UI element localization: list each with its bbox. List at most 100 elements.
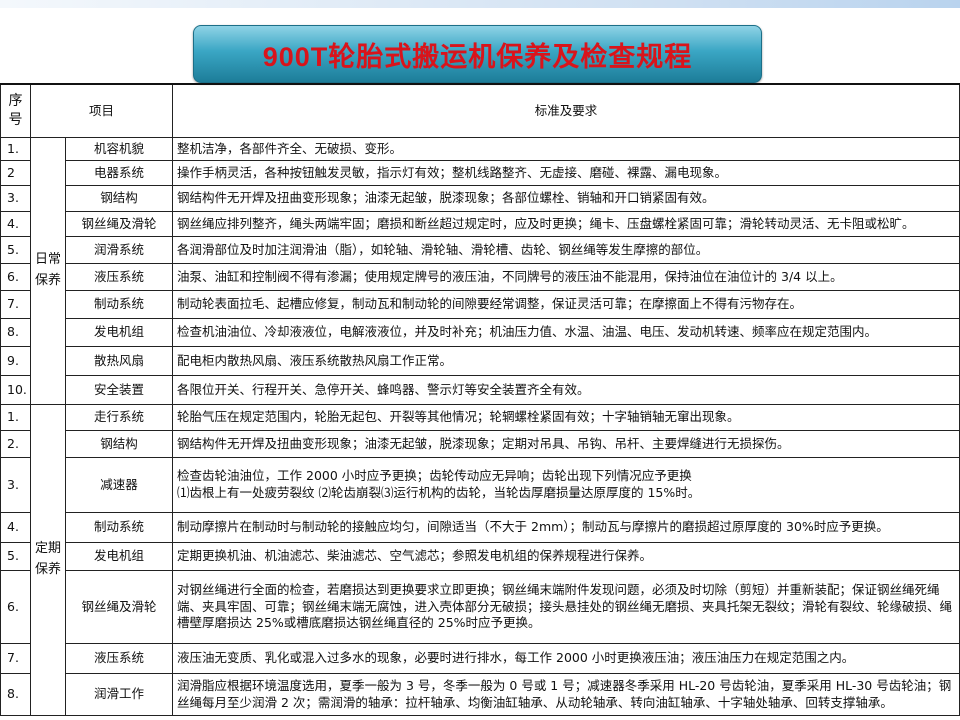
row-seq: 10. [0, 375, 31, 405]
table-row: 7. 液压系统 液压油无变质、乳化或混入过多水的现象，必要时进行排水，每工作 200… [0, 643, 960, 674]
standard-text: 配电柜内散热风扇、液压系统散热风扇工作正常。 [177, 352, 453, 368]
row-standard: 液压油无变质、乳化或混入过多水的现象，必要时进行排水，每工作 2000 小时更换… [172, 643, 960, 674]
row-item: 润滑工作 [64, 673, 174, 716]
row-item: 钢丝绳及滑轮 [64, 211, 174, 237]
row-item: 液压系统 [64, 643, 174, 674]
row-seq: 7. [0, 290, 31, 319]
standard-text: 制动轮表面拉毛、起槽应修复，制动瓦和制动轮的间隙要经常调整，保证灵活可靠；在摩擦… [177, 296, 803, 312]
table-row: 3. 减速器 检查齿轮油油位，工作 2000 小时应予更换；齿轮传动应无异响；齿轮出… [0, 457, 960, 513]
row-standard: 钢结构件无开焊及扭曲变形现象；油漆无起皱，脱漆现象；定期对吊具、吊钩、吊杆、主要… [172, 430, 960, 458]
row-standard: 检查齿轮油油位，工作 2000 小时应予更换；齿轮传动应无异响；齿轮出现下列情况… [172, 457, 960, 513]
standard-text: 操作手柄灵活，各种按钮触发灵敏，指示灯有效；整机线路整齐、无虚接、磨碰、裸露、漏… [177, 164, 728, 180]
row-standard: 对钢丝绳进行全面的检查，若磨损达到更换要求立即更换；钢丝绳末端附件发现问题，必须… [172, 570, 960, 644]
row-seq: 4. [0, 512, 31, 543]
row-seq: 3. [0, 457, 31, 513]
standard-text-line2: ⑴齿根上有一处疲劳裂纹 ⑵轮齿崩裂⑶运行机构的齿轮，当轮齿厚磨损量达原厚度的 1… [177, 485, 701, 500]
table-header-row: 序号 项目 标准及要求 [0, 83, 960, 138]
row-standard: 制动摩擦片在制动时与制动轮的接触应均匀，间隙适当（不大于 2mm）；制动瓦与摩擦… [172, 512, 960, 543]
header-standard: 标准及要求 [172, 83, 960, 138]
row-item: 液压系统 [64, 263, 174, 291]
row-seq: 7. [0, 643, 31, 674]
row-item: 安全装置 [64, 375, 174, 405]
table-row: 5. 润滑系统 各润滑部位及时加注润滑油（脂），如轮轴、滑轮轴、滑轮槽、齿轮、钢丝绳… [0, 236, 960, 264]
periodic-category: 定期保养 [30, 404, 66, 716]
table-row: 6. 钢丝绳及滑轮 对钢丝绳进行全面的检查，若磨损达到更换要求立即更换；钢丝绳末端附… [0, 570, 960, 644]
row-standard: 制动轮表面拉毛、起槽应修复，制动瓦和制动轮的间隙要经常调整，保证灵活可靠；在摩擦… [172, 290, 960, 319]
row-standard: 各润滑部位及时加注润滑油（脂），如轮轴、滑轮轴、滑轮槽、齿轮、钢丝绳等发生摩擦的… [172, 236, 960, 264]
row-item: 散热风扇 [64, 346, 174, 376]
row-seq: 3. [0, 185, 31, 212]
top-decoration-strip [0, 0, 960, 8]
row-standard: 各限位开关、行程开关、急停开关、蜂鸣器、警示灯等安全装置齐全有效。 [172, 375, 960, 405]
table-row: 9. 散热风扇 配电柜内散热风扇、液压系统散热风扇工作正常。 [0, 346, 960, 376]
maintenance-table: 序号 项目 标准及要求 1. 日常保养 机容机貌 整机洁净，各部件齐全、无破损、变形。… [0, 83, 960, 716]
table-row: 3. 钢结构 钢结构件无开焊及扭曲变形现象；油漆无起皱，脱漆现象；各部位螺栓、销轴和… [0, 185, 960, 212]
row-seq: 5. [0, 236, 31, 264]
row-item: 钢结构 [64, 185, 174, 212]
standard-text: 检查机油油位、冷却液液位，电解液液位，并及时补充；机油压力值、水温、油温、电压、… [177, 324, 878, 340]
row-standard: 配电柜内散热风扇、液压系统散热风扇工作正常。 [172, 346, 960, 376]
table-row: 4. 制动系统 制动摩擦片在制动时与制动轮的接触应均匀，间隙适当（不大于 2mm）；… [0, 512, 960, 543]
table-row: 1. 日常保养 机容机貌 整机洁净，各部件齐全、无破损、变形。 [0, 137, 960, 405]
row-standard: 钢结构件无开焊及扭曲变形现象；油漆无起皱，脱漆现象；各部位螺栓、销轴和开口销紧固… [172, 185, 960, 212]
row-seq: 6. [0, 570, 31, 644]
row-item: 减速器 [64, 457, 174, 513]
title-banner: 900T轮胎式搬运机保养及检查规程 [193, 25, 762, 83]
row-item: 电器系统 [64, 160, 174, 186]
table-row: 7. 制动系统 制动轮表面拉毛、起槽应修复，制动瓦和制动轮的间隙要经常调整，保证灵活… [0, 290, 960, 319]
row-standard: 润滑脂应根据环境温度选用，夏季一般为 3 号，冬季一般为 0 号或 1 号；减速… [172, 673, 960, 716]
daily-category: 日常保养 [30, 137, 66, 405]
row-item: 润滑系统 [64, 236, 174, 264]
table-row: 5. 发电机组 定期更换机油、机油滤芯、柴油滤芯、空气滤芯；参照发电机组的保养规程进… [0, 542, 960, 571]
standard-text: 整机洁净，各部件齐全、无破损、变形。 [177, 140, 403, 156]
row-seq: 8. [0, 673, 31, 716]
table-row: 1. 定期保养 走行系统 轮胎气压在规定范围内，轮胎无起包、开裂等其他情况；轮辋螺栓紧… [0, 404, 960, 716]
row-item: 发电机组 [64, 318, 174, 347]
row-item: 制动系统 [64, 290, 174, 319]
standard-text: 制动摩擦片在制动时与制动轮的接触应均匀，间隙适当（不大于 2mm）；制动瓦与摩擦… [177, 519, 889, 535]
row-seq: 1. [0, 404, 31, 431]
table-row: 2 电器系统 操作手柄灵活，各种按钮触发灵敏，指示灯有效；整机线路整齐、无虚接、磨碰… [0, 160, 960, 186]
standard-text: 钢丝绳应排列整齐，绳头两端牢固；磨损和断丝超过规定时，应及时更换；绳卡、压盘螺栓… [177, 215, 915, 231]
row-standard: 油泵、油缸和控制阀不得有渗漏；使用规定牌号的液压油，不同牌号的液压油不能混用，保… [172, 263, 960, 291]
standard-text: 液压油无变质、乳化或混入过多水的现象，必要时进行排水，每工作 2000 小时更换… [177, 650, 855, 666]
standard-text: 轮胎气压在规定范围内，轮胎无起包、开裂等其他情况；轮辋螺栓紧固有效；十字轴销轴无… [177, 409, 740, 425]
standard-text: 润滑脂应根据环境温度选用，夏季一般为 3 号，冬季一般为 0 号或 1 号；减速… [177, 677, 952, 710]
table-row: 10. 安全装置 各限位开关、行程开关、急停开关、蜂鸣器、警示灯等安全装置齐全有效。 [0, 375, 960, 405]
row-item: 走行系统 [64, 404, 174, 431]
table-row: 8. 润滑工作 润滑脂应根据环境温度选用，夏季一般为 3 号，冬季一般为 0 号或 … [0, 673, 960, 716]
table-row: 8. 发电机组 检查机油油位、冷却液液位，电解液液位，并及时补充；机油压力值、水温、… [0, 318, 960, 347]
page-title: 900T轮胎式搬运机保养及检查规程 [262, 41, 693, 72]
row-seq: 9. [0, 346, 31, 376]
row-standard: 轮胎气压在规定范围内，轮胎无起包、开裂等其他情况；轮辋螺栓紧固有效；十字轴销轴无… [172, 404, 960, 431]
row-item: 钢结构 [64, 430, 174, 458]
table-row: 2. 钢结构 钢结构件无开焊及扭曲变形现象；油漆无起皱，脱漆现象；定期对吊具、吊钩、… [0, 430, 960, 458]
row-seq: 2 [0, 160, 31, 186]
header-seq: 序号 [0, 83, 31, 138]
row-seq: 8. [0, 318, 31, 347]
standard-text: 各润滑部位及时加注润滑油（脂），如轮轴、滑轮轴、滑轮槽、齿轮、钢丝绳等发生摩擦的… [177, 241, 709, 257]
header-item: 项目 [29, 83, 174, 138]
standard-text: 钢结构件无开焊及扭曲变形现象；油漆无起皱，脱漆现象；定期对吊具、吊钩、吊杆、主要… [177, 435, 790, 451]
row-standard: 整机洁净，各部件齐全、无破损、变形。 [172, 137, 960, 161]
standard-text: 检查齿轮油油位，工作 2000 小时应予更换；齿轮传动应无异响；齿轮出现下列情况… [177, 468, 692, 484]
row-standard: 操作手柄灵活，各种按钮触发灵敏，指示灯有效；整机线路整齐、无虚接、磨碰、裸露、漏… [172, 160, 960, 186]
row-item: 机容机貌 [64, 137, 174, 161]
row-seq: 6. [0, 263, 31, 291]
row-seq: 5. [0, 542, 31, 571]
table-row: 4. 钢丝绳及滑轮 钢丝绳应排列整齐，绳头两端牢固；磨损和断丝超过规定时，应及时更换… [0, 211, 960, 237]
table-row: 6. 液压系统 油泵、油缸和控制阀不得有渗漏；使用规定牌号的液压油，不同牌号的液压油… [0, 263, 960, 291]
standard-text: 油泵、油缸和控制阀不得有渗漏；使用规定牌号的液压油，不同牌号的液压油不能混用，保… [177, 268, 843, 284]
standard-text: 定期更换机油、机油滤芯、柴油滤芯、空气滤芯；参照发电机组的保养规程进行保养。 [177, 548, 653, 564]
row-seq: 2. [0, 430, 31, 458]
row-item: 发电机组 [64, 542, 174, 571]
row-item: 钢丝绳及滑轮 [64, 570, 174, 644]
standard-text: 钢结构件无开焊及扭曲变形现象；油漆无起皱，脱漆现象；各部位螺栓、销轴和开口销紧固… [177, 190, 715, 206]
standard-text: 对钢丝绳进行全面的检查，若磨损达到更换要求立即更换；钢丝绳末端附件发现问题，必须… [177, 581, 953, 631]
row-standard: 钢丝绳应排列整齐，绳头两端牢固；磨损和断丝超过规定时，应及时更换；绳卡、压盘螺栓… [172, 211, 960, 237]
row-item: 制动系统 [64, 512, 174, 543]
row-standard: 检查机油油位、冷却液液位，电解液液位，并及时补充；机油压力值、水温、油温、电压、… [172, 318, 960, 347]
row-standard: 定期更换机油、机油滤芯、柴油滤芯、空气滤芯；参照发电机组的保养规程进行保养。 [172, 542, 960, 571]
row-seq: 4. [0, 211, 31, 237]
standard-text: 各限位开关、行程开关、急停开关、蜂鸣器、警示灯等安全装置齐全有效。 [177, 381, 590, 397]
